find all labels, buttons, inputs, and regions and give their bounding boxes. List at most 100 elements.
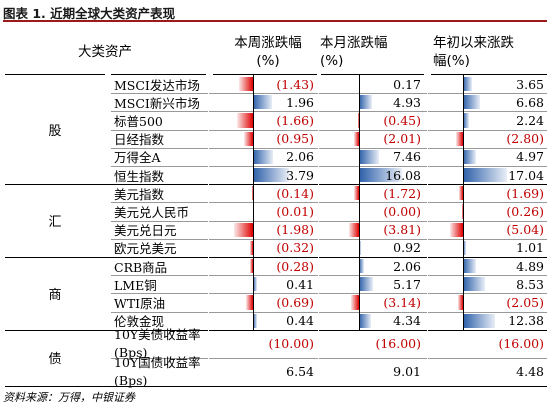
- positive-bar: [359, 277, 373, 292]
- zero-axis: [359, 111, 360, 130]
- value-cell: (0.01): [213, 202, 317, 221]
- zero-axis: [463, 220, 464, 239]
- value-cell: 4.97: [431, 147, 547, 166]
- row-label: 美元兑人民币: [114, 204, 190, 220]
- positive-bar: [463, 168, 508, 183]
- group-label: 债: [48, 352, 62, 368]
- group-label: 商: [48, 287, 62, 303]
- value-text: 9.01: [393, 364, 421, 380]
- value-text: (2.05): [506, 294, 544, 310]
- zero-axis: [463, 166, 464, 185]
- value-text: 7.46: [393, 149, 421, 165]
- positive-bar: [253, 149, 273, 164]
- value-cell: 9.01: [321, 358, 424, 386]
- positive-bar: [359, 240, 362, 255]
- row-divider: [111, 311, 547, 313]
- value-cell: (1.43): [213, 75, 317, 94]
- negative-bar: [237, 113, 253, 128]
- zero-axis: [463, 293, 464, 312]
- value-text: (5.04): [506, 222, 544, 238]
- row-label: 美元指数: [114, 186, 165, 202]
- zero-axis: [359, 220, 360, 239]
- value-text: (0.26): [506, 203, 544, 219]
- value-cell: 2.06: [213, 147, 317, 166]
- positive-bar: [463, 77, 473, 92]
- positive-bar: [359, 259, 365, 274]
- negative-bar: [243, 131, 253, 146]
- zero-axis: [359, 311, 360, 330]
- header-rule: [5, 74, 105, 75]
- header-month: 本月涨跌幅 (%): [320, 35, 388, 69]
- value-cell: 6.54: [213, 358, 317, 386]
- positive-bar: [359, 313, 371, 328]
- negative-bar: [246, 295, 253, 310]
- zero-axis: [253, 220, 254, 239]
- value-text: 2.24: [516, 112, 544, 128]
- zero-axis: [253, 238, 254, 257]
- value-text: 16.08: [385, 167, 421, 183]
- value-cell: (5.04): [431, 220, 547, 239]
- group-divider: [5, 329, 547, 331]
- row-label: MSCI新兴市场: [114, 95, 200, 111]
- value-text: (16.00): [498, 336, 544, 352]
- value-text: 1.96: [286, 94, 314, 110]
- row-label: MSCI发达市场: [114, 77, 200, 93]
- row-label: 标普500: [114, 113, 163, 129]
- column-divider: [427, 30, 428, 386]
- value-text: 4.34: [393, 313, 421, 329]
- value-cell: 4.89: [431, 257, 547, 276]
- row-label: 10Y美债收益率 (Bps): [114, 326, 201, 360]
- value-cell: 7.46: [321, 147, 424, 166]
- zero-axis: [359, 75, 360, 94]
- value-text: (0.01): [276, 203, 314, 219]
- zero-axis: [359, 147, 360, 166]
- value-cell: (1.72): [321, 184, 424, 203]
- zero-axis: [359, 257, 360, 276]
- zero-axis: [359, 275, 360, 294]
- positive-bar: [253, 168, 289, 183]
- value-cell: (2.05): [431, 293, 547, 312]
- value-cell: (0.95): [213, 129, 317, 148]
- group-divider: [5, 257, 547, 258]
- row-divider: [111, 147, 547, 149]
- value-cell: 2.06: [321, 257, 424, 276]
- zero-axis: [463, 184, 464, 203]
- negative-bar: [457, 295, 463, 310]
- value-cell: 4.34: [321, 311, 424, 330]
- header-asset: 大类资产: [78, 44, 132, 60]
- value-cell: (1.98): [213, 220, 317, 239]
- row-label: 10Y国债收益率 (Bps): [114, 354, 201, 388]
- row-label: 日经指数: [114, 132, 165, 148]
- zero-axis: [463, 93, 464, 112]
- value-cell: (0.69): [213, 293, 317, 312]
- zero-axis: [359, 238, 360, 257]
- value-text: 2.06: [393, 258, 421, 274]
- value-text: (2.80): [506, 131, 544, 147]
- value-text: 0.44: [286, 313, 314, 329]
- row-label: 美元兑日元: [114, 223, 177, 239]
- header-rule: [111, 74, 206, 75]
- value-cell: (16.00): [321, 330, 424, 358]
- negative-bar: [239, 77, 253, 92]
- value-text: (0.69): [276, 294, 314, 310]
- value-cell: 1.96: [213, 93, 317, 112]
- zero-axis: [253, 202, 254, 221]
- value-cell: (10.00): [213, 330, 317, 358]
- value-cell: 0.41: [213, 275, 317, 294]
- positive-bar: [253, 277, 257, 292]
- title-rule: [3, 20, 547, 22]
- negative-bar: [348, 222, 359, 237]
- zero-axis: [463, 275, 464, 294]
- zero-axis: [463, 311, 464, 330]
- row-divider: [111, 238, 547, 240]
- positive-bar: [463, 113, 469, 128]
- positive-bar: [463, 149, 476, 164]
- value-text: (10.00): [268, 336, 314, 352]
- positive-bar: [463, 95, 481, 110]
- value-text: 4.48: [516, 364, 544, 380]
- value-text: (0.45): [383, 112, 421, 128]
- value-cell: (2.80): [431, 129, 547, 148]
- positive-bar: [463, 277, 486, 292]
- group-label: 汇: [48, 215, 62, 231]
- row-label: 伦敦金现: [114, 314, 165, 330]
